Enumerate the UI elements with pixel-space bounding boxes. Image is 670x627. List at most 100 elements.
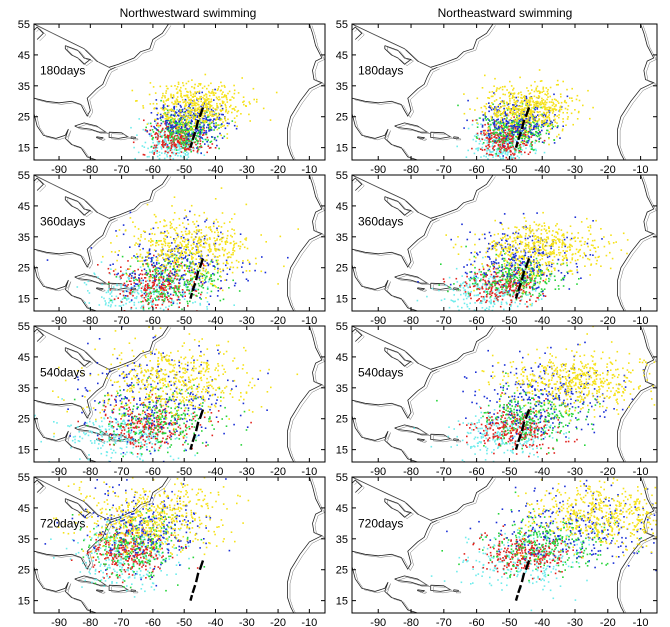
- particle-point-red: [181, 289, 184, 291]
- particle-point-blue: [196, 147, 198, 149]
- particle-point-yellow: [526, 119, 528, 122]
- particle-point-green: [183, 284, 186, 286]
- particle-point-yellow: [196, 265, 199, 267]
- particle-point-yellow: [160, 243, 163, 246]
- particle-point-blue: [542, 125, 545, 128]
- particle-point-cyan: [153, 293, 155, 295]
- particle-point-yellow: [205, 120, 208, 122]
- particle-point-cyan: [473, 275, 475, 277]
- particle-point-cyan: [506, 124, 509, 126]
- particle-point-yellow: [549, 106, 552, 109]
- particle-point-yellow: [514, 120, 516, 122]
- particle-point-green: [153, 269, 156, 271]
- particle-point-cyan: [195, 288, 197, 291]
- particle-point-red: [162, 289, 165, 291]
- particle-point-yellow: [177, 127, 179, 130]
- particle-point-yellow: [226, 112, 229, 114]
- particle-point-yellow: [202, 102, 204, 105]
- particle-point-red: [133, 282, 136, 284]
- particle-point-yellow: [555, 104, 557, 106]
- particle-point-cyan: [120, 286, 122, 288]
- particle-point-cyan: [504, 151, 507, 154]
- particle-point-yellow: [171, 101, 173, 104]
- particle-point-cyan: [87, 280, 90, 283]
- particle-point-cyan: [150, 133, 152, 136]
- particle-point-green: [207, 271, 209, 273]
- coastline-contour: [619, 176, 657, 311]
- particle-point-green: [489, 120, 491, 122]
- particle-point-cyan: [148, 268, 151, 270]
- particle-point-yellow: [548, 118, 551, 121]
- coastline: [34, 175, 169, 219]
- particle-point-blue: [161, 283, 163, 286]
- particle-point-yellow: [215, 250, 217, 252]
- particle-point-green: [158, 290, 160, 293]
- particle-point-red: [152, 284, 154, 286]
- particle-point-yellow: [209, 127, 211, 129]
- particle-point-yellow: [155, 221, 158, 224]
- particle-point-yellow: [165, 108, 168, 110]
- particle-point-yellow: [181, 234, 184, 236]
- particle-point-cyan: [207, 280, 210, 283]
- particle-point-red: [187, 279, 189, 281]
- particle-point-cyan: [496, 154, 498, 156]
- particle-point-red: [155, 136, 157, 139]
- particle-point-blue: [205, 131, 208, 134]
- particle-point-red: [209, 146, 212, 149]
- particle-point-yellow: [534, 118, 536, 120]
- particle-point-cyan: [514, 150, 516, 153]
- particle-point-blue: [186, 260, 189, 262]
- particle-point-yellow: [162, 243, 164, 246]
- particle-point-cyan: [496, 166, 498, 168]
- particle-point-green: [493, 133, 496, 135]
- particle-point-blue: [197, 224, 200, 227]
- particle-point-red: [174, 261, 177, 264]
- particle-point-yellow: [162, 92, 164, 95]
- particle-point-red: [108, 272, 111, 274]
- particle-point-cyan: [130, 300, 133, 302]
- particle-point-green: [191, 277, 194, 280]
- particle-point-yellow: [174, 103, 176, 105]
- particle-point-yellow: [530, 112, 533, 115]
- particle-point-cyan: [492, 138, 495, 141]
- particle-point-yellow: [177, 250, 179, 252]
- particle-point-green: [173, 267, 175, 270]
- particle-point-yellow: [149, 276, 152, 279]
- coastline: [352, 177, 363, 191]
- particle-point-red: [145, 280, 147, 283]
- particle-point-yellow: [217, 234, 219, 237]
- particle-point-red: [196, 151, 199, 153]
- coastline-contour: [36, 68, 119, 119]
- particle-point-green: [186, 143, 188, 146]
- particle-point-cyan: [187, 152, 190, 155]
- particle-point-green: [166, 269, 169, 271]
- particle-point-cyan: [479, 140, 482, 142]
- particle-point-green: [210, 290, 213, 293]
- y-tick-label: 35: [18, 232, 30, 244]
- particle-point-green: [534, 139, 537, 142]
- particle-point-yellow: [187, 110, 189, 113]
- particle-point-cyan: [156, 285, 159, 287]
- particle-point-green: [511, 121, 514, 124]
- particle-point-red: [139, 273, 142, 275]
- particle-point-yellow: [202, 103, 205, 106]
- particle-point-green: [187, 286, 189, 288]
- particle-point-yellow: [558, 114, 560, 116]
- particle-point-yellow: [189, 251, 191, 254]
- particle-point-red: [151, 305, 153, 308]
- particle-point-green: [497, 148, 500, 150]
- particle-point-yellow: [507, 107, 510, 110]
- particle-point-red: [494, 145, 496, 147]
- particle-point-yellow: [495, 115, 498, 117]
- particle-point-red: [168, 282, 170, 284]
- particle-point-cyan: [485, 155, 487, 158]
- particle-point-red: [153, 153, 155, 155]
- particle-point-red: [166, 296, 168, 299]
- particle-point-blue: [171, 128, 173, 131]
- particle-point-green: [502, 128, 504, 130]
- particle-point-yellow: [197, 104, 200, 106]
- particle-point-yellow: [205, 255, 208, 257]
- particle-point-green: [175, 149, 178, 151]
- particle-point-cyan: [472, 138, 475, 141]
- particle-point-blue: [166, 274, 169, 277]
